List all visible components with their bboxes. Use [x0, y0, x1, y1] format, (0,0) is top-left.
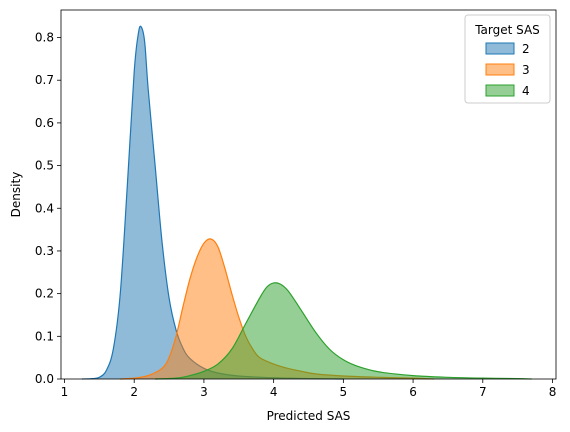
plot-frame — [60, 9, 557, 380]
x-tick-label: 4 — [270, 385, 278, 399]
legend-swatch-2 — [485, 42, 515, 55]
x-tick-label: 1 — [61, 385, 69, 399]
density-area-series-2 — [81, 26, 344, 379]
legend: Target SAS 2 3 4 — [464, 14, 551, 104]
density-area-series-3 — [120, 238, 434, 379]
axes-layer — [60, 9, 557, 380]
x-tick-label: 8 — [549, 385, 557, 399]
density-area-series-4 — [155, 282, 532, 379]
legend-swatch-4 — [485, 84, 515, 97]
y-tick-label: 0.6 — [35, 116, 54, 130]
y-tick-label: 0.3 — [35, 244, 54, 258]
density-line-series-4 — [155, 282, 532, 380]
x-tick-label: 5 — [340, 385, 348, 399]
y-axis-label: Density — [9, 172, 23, 218]
legend-label-2: 2 — [522, 42, 530, 56]
y-tick-label: 0.0 — [35, 372, 54, 386]
x-tick-label: 2 — [130, 385, 138, 399]
y-tick-label: 0.7 — [35, 73, 54, 87]
legend-title: Target SAS — [474, 23, 540, 37]
y-tick-label: 0.2 — [35, 287, 54, 301]
y-tick-label: 0.5 — [35, 159, 54, 173]
y-tick-label: 0.1 — [35, 329, 54, 343]
legend-label-3: 3 — [522, 63, 530, 77]
x-tick-label: 7 — [479, 385, 487, 399]
legend-label-4: 4 — [522, 84, 530, 98]
x-tick-label: 3 — [200, 385, 208, 399]
legend-entries: 2 3 4 — [485, 42, 530, 98]
legend-box — [464, 14, 551, 104]
x-axis-label: Predicted SAS — [267, 409, 351, 423]
series-layer — [81, 25, 532, 380]
ticks-layer: 1 2 3 4 5 6 7 8 0.0 0.1 0.2 0.3 0.4 0.5 0.6 0.7 0.8 — [35, 31, 556, 399]
x-tick-label: 6 — [409, 385, 417, 399]
legend-swatch-3 — [485, 63, 515, 76]
y-tick-label: 0.8 — [35, 31, 54, 45]
y-tick-label: 0.4 — [35, 201, 54, 215]
